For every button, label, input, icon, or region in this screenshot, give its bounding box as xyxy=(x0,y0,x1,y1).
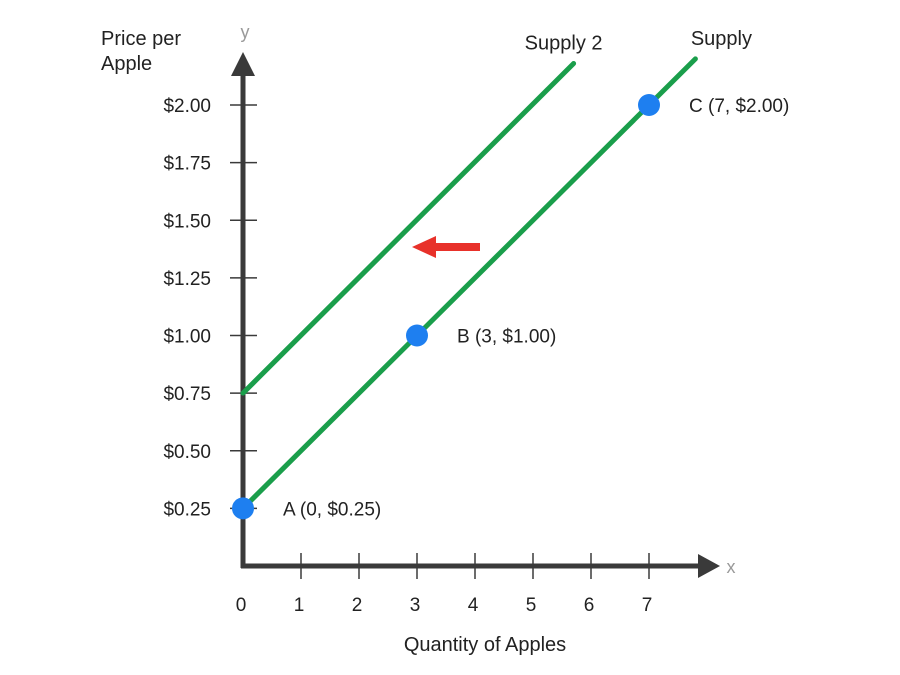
y-tick-label: $1.50 xyxy=(163,211,211,232)
y-axis-title-line-2: Apple xyxy=(101,53,152,75)
x-axis-title: Quantity of Apples xyxy=(404,634,566,656)
x-axis-arrowhead xyxy=(698,554,720,578)
data-point xyxy=(232,497,254,520)
x-tick-label: 4 xyxy=(468,595,479,616)
series-line xyxy=(240,61,577,396)
x-tick-label: 3 xyxy=(410,595,421,616)
data-point xyxy=(638,94,660,116)
y-tick-label: $0.25 xyxy=(163,499,211,520)
point-label: A (0, $0.25) xyxy=(283,499,381,520)
y-tick-label: $1.75 xyxy=(163,154,211,175)
x-axis-letter: x xyxy=(727,557,736,577)
ticks-layer: 0 1 2 3 4 5 6 7 $0.25 $0.50 $0.75 $1.00 $1.25 $1.50 $1… xyxy=(163,96,652,616)
data-point xyxy=(406,324,428,347)
series-line xyxy=(240,56,698,511)
point-label: C (7, $2.00) xyxy=(689,96,789,117)
y-axis-letter: y xyxy=(241,22,250,42)
axes-layer: x y xyxy=(231,22,736,578)
y-tick-label: $2.00 xyxy=(163,96,211,117)
series-layer: Supply Supply 2 xyxy=(240,28,752,511)
series-label: Supply xyxy=(691,28,752,50)
x-tick-label: 0 xyxy=(236,595,247,616)
y-tick-label: $1.00 xyxy=(163,327,211,348)
points-layer: A (0, $0.25) B (3, $1.00) C (7, $2.00) xyxy=(232,94,789,520)
y-tick-label: $0.75 xyxy=(163,384,211,405)
x-tick-label: 2 xyxy=(352,595,363,616)
series-label: Supply 2 xyxy=(525,33,603,55)
x-tick-label: 7 xyxy=(642,595,653,616)
titles-layer: Price per Apple Quantity of Apples xyxy=(101,28,566,656)
point-label: B (3, $1.00) xyxy=(457,327,556,348)
y-axis-arrowhead xyxy=(231,52,255,76)
y-tick-label: $1.25 xyxy=(163,269,211,290)
y-tick-label: $0.50 xyxy=(163,442,211,463)
x-tick-label: 6 xyxy=(584,595,595,616)
y-axis-title-line-1: Price per xyxy=(101,28,181,50)
shift-arrow xyxy=(412,236,480,258)
shift-arrow-layer xyxy=(412,236,480,258)
x-tick-label: 5 xyxy=(526,595,537,616)
x-tick-label: 1 xyxy=(294,595,305,616)
